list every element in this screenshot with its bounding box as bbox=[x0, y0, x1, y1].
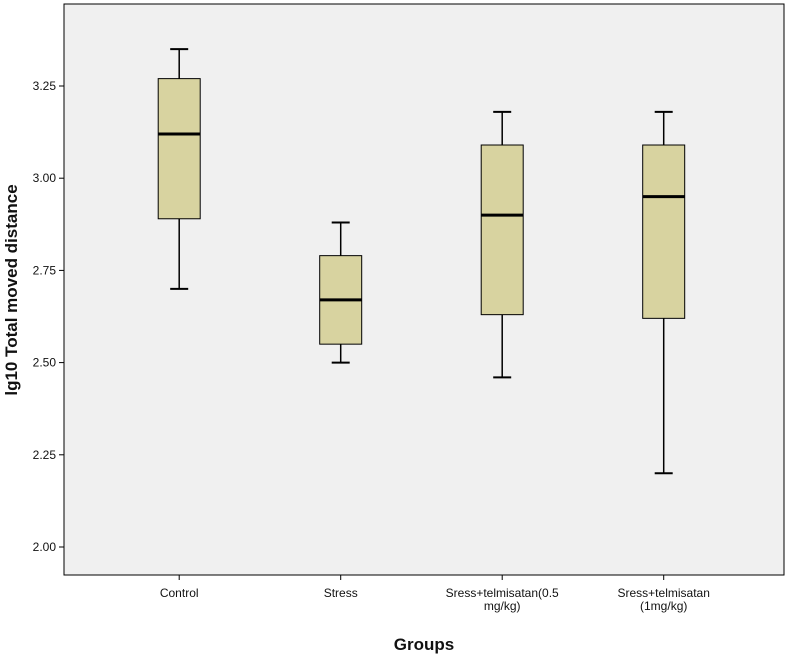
y-tick-label: 3.25 bbox=[33, 79, 57, 93]
x-category-label: Sress+telmisatan bbox=[618, 586, 710, 600]
x-category-label: Control bbox=[160, 586, 199, 600]
y-axis-title: lg10 Total moved distance bbox=[2, 184, 21, 395]
iqr-box bbox=[157, 78, 201, 220]
y-tick-label: 2.00 bbox=[33, 540, 57, 554]
x-category-label: Stress bbox=[324, 586, 358, 600]
iqr-box bbox=[642, 144, 686, 319]
y-tick-label: 2.75 bbox=[33, 263, 57, 277]
x-axis: Control Stress Sress+telmisatan(0.5mg/kg) S… bbox=[160, 575, 710, 613]
y-tick-label: 3.00 bbox=[33, 171, 57, 185]
y-tick-label: 2.50 bbox=[33, 356, 57, 370]
box-group bbox=[480, 110, 524, 379]
iqr-box bbox=[480, 144, 524, 316]
y-tick-label: 2.25 bbox=[33, 448, 57, 462]
boxes-group bbox=[157, 48, 686, 475]
y-axis: 2.00 2.25 2.50 2.75 3.00 3.25 bbox=[33, 79, 64, 554]
x-axis-title: Groups bbox=[394, 635, 454, 654]
x-category-label: mg/kg) bbox=[484, 599, 521, 613]
box-group bbox=[319, 221, 363, 364]
x-category-label: (1mg/kg) bbox=[640, 599, 687, 613]
box-group bbox=[642, 110, 686, 475]
box-group bbox=[157, 48, 201, 290]
x-category-label: Sress+telmisatan(0.5 bbox=[446, 586, 559, 600]
